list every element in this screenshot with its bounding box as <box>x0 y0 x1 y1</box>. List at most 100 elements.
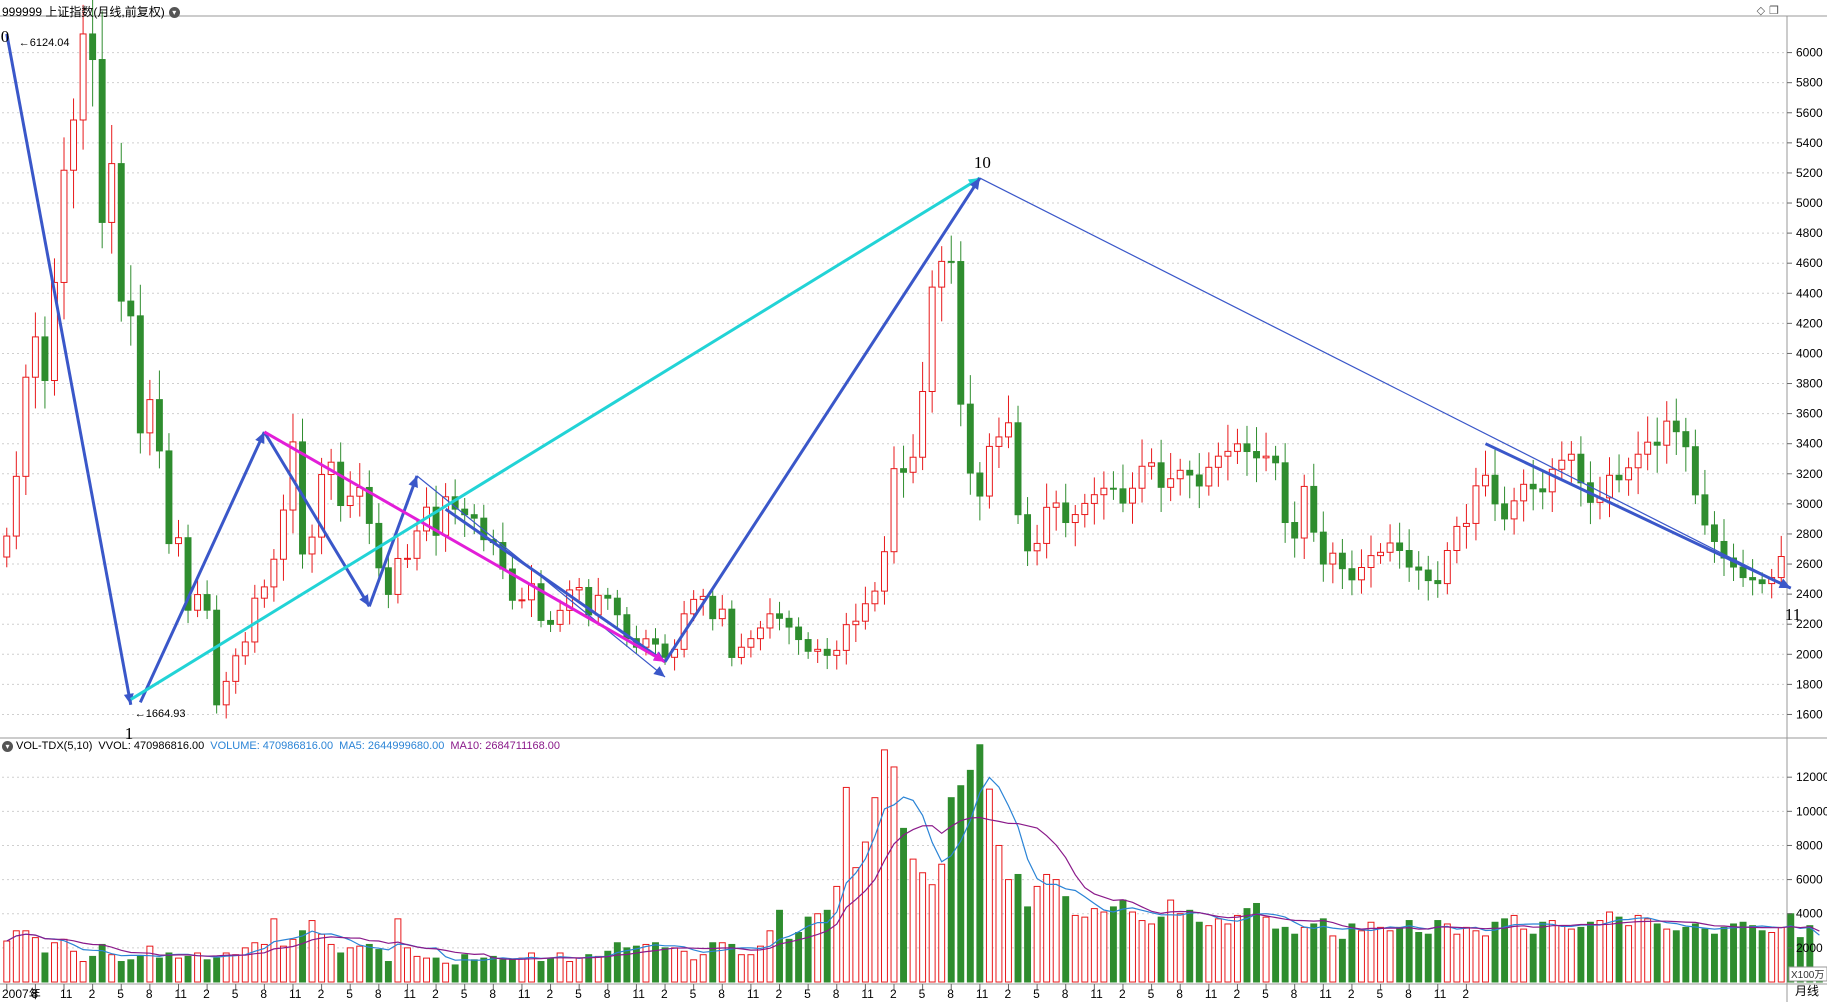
price-tick-label: 4600 <box>1796 256 1823 270</box>
candle-body <box>890 468 898 553</box>
candle-body <box>1558 459 1566 470</box>
volume-bar <box>785 938 793 983</box>
volume-unit-label: X100万 <box>1791 970 1824 981</box>
candle-body <box>1138 465 1146 489</box>
chevron-down-icon[interactable]: ▾ <box>2 740 13 752</box>
volume-bar <box>1606 911 1613 983</box>
volume-bar <box>756 945 764 983</box>
volume-bar <box>3 940 11 983</box>
x-tick-label: 2 <box>1119 987 1126 1001</box>
candle-body <box>1081 502 1089 516</box>
volume-bar <box>1415 932 1423 983</box>
chevron-down-icon[interactable]: ▾ <box>168 7 180 19</box>
candle-body <box>556 609 564 625</box>
volume-bar <box>547 957 555 983</box>
volume-bar <box>1672 930 1680 983</box>
x-tick-label: 11 <box>976 987 989 1001</box>
candle-body <box>1663 420 1671 446</box>
x-tick-label: 2 <box>547 987 554 1001</box>
volume-bar <box>671 947 679 983</box>
volume-bar <box>12 930 20 983</box>
volume-bar <box>194 952 202 983</box>
volume-bar <box>919 872 927 983</box>
volume-bar <box>1634 914 1642 983</box>
price-tick-label: 1800 <box>1796 677 1823 691</box>
volume-bar <box>1720 926 1728 983</box>
volume-bar <box>1253 902 1260 983</box>
wave-arrowhead <box>653 666 666 678</box>
diamond-icon[interactable]: ◇ <box>1756 5 1766 17</box>
annotation-layer: ←6124.04 ←1664.93 0 1 10 11 <box>1 27 1801 743</box>
volume-bar <box>41 952 49 983</box>
candle-body <box>308 536 316 555</box>
x-tick-label: 5 <box>461 987 468 1001</box>
candle-body <box>1472 485 1480 524</box>
candle-body <box>203 594 211 611</box>
volume-bar <box>1195 921 1203 983</box>
candle-body <box>1157 462 1165 488</box>
volume-bar <box>709 942 717 983</box>
volume-bar <box>1148 923 1156 983</box>
x-tick-label: 11 <box>861 987 874 1001</box>
candle-body <box>146 399 154 434</box>
volume-bar <box>1062 896 1070 983</box>
peak-value-label: ←6124.04 <box>19 37 70 49</box>
volume-bar <box>1319 918 1327 983</box>
candle-body <box>1691 446 1699 496</box>
moving-average-layer <box>6 776 1820 961</box>
price-tick-label: 3400 <box>1796 437 1823 451</box>
candle-body <box>871 590 879 605</box>
x-tick-label: 8 <box>375 987 382 1001</box>
volume-bar <box>1052 879 1060 983</box>
price-tick-label: 2000 <box>1796 647 1823 661</box>
candle-body <box>127 300 135 317</box>
volume-bar <box>1205 925 1213 983</box>
x-tick-label: 11 <box>60 987 73 1001</box>
candle-body <box>1510 500 1518 520</box>
candle-body <box>747 638 755 648</box>
candle-body <box>823 648 831 656</box>
candle-body <box>900 468 907 473</box>
candle-body <box>384 567 392 595</box>
volume-bar <box>480 957 488 983</box>
candle-body <box>1367 555 1375 568</box>
volume-bar <box>928 884 936 983</box>
window-icon[interactable]: ❐ <box>1769 5 1779 17</box>
x-tick-label: 5 <box>346 987 353 1001</box>
volume-bar <box>1167 899 1175 983</box>
volume-bar <box>642 943 650 983</box>
volume-tick-label: 4000 <box>1796 907 1823 921</box>
volume-bar <box>1358 930 1365 983</box>
x-tick-label: 11 <box>1434 987 1447 1001</box>
volume-bar <box>442 962 450 983</box>
x-tick-label: 8 <box>489 987 496 1001</box>
wave-arrowhead <box>408 475 418 488</box>
volume-bar <box>604 950 612 983</box>
volume-bar <box>1796 937 1804 983</box>
candle-body <box>1520 483 1528 502</box>
price-tick-label: 4200 <box>1796 316 1823 330</box>
candle-body <box>652 638 659 645</box>
candle-body <box>1701 494 1709 526</box>
candle-body <box>155 399 163 452</box>
period-label[interactable]: 月线 <box>1794 984 1819 998</box>
x-tick-label: 8 <box>1405 987 1412 1001</box>
volume-bar <box>1424 933 1432 983</box>
volume-bar <box>1701 928 1709 983</box>
chart-title: 999999 上证指数(月线,前复权) ▾ <box>2 3 180 20</box>
indicator-ma10: MA10: 2684711168.00 <box>450 740 561 752</box>
volume-bar <box>1377 926 1385 983</box>
x-tick-label: 8 <box>146 987 153 1001</box>
x-tick-label: 5 <box>575 987 582 1001</box>
candle-body <box>70 119 78 171</box>
candle-body <box>547 619 555 625</box>
price-tick-label: 6000 <box>1796 46 1823 60</box>
volume-bar <box>1806 925 1814 983</box>
candle-body <box>919 391 927 458</box>
volume-bar <box>1625 925 1633 983</box>
volume-bar <box>699 954 707 983</box>
volume-bar <box>1558 925 1566 983</box>
x-tick-label: 11 <box>632 987 645 1001</box>
